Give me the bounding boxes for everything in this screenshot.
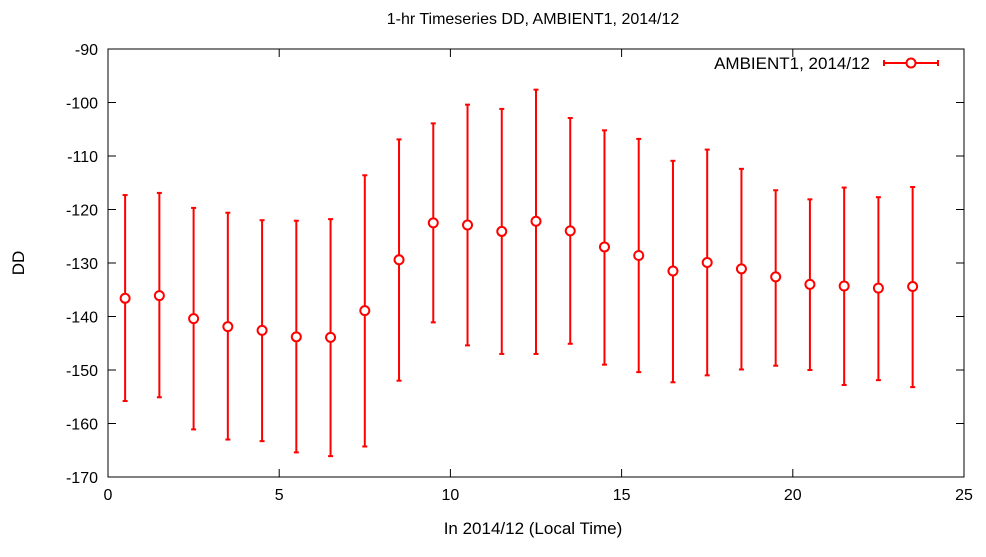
- data-point: [496, 225, 508, 237]
- y-tick-label: -120: [66, 203, 98, 220]
- y-tick-label: -90: [75, 42, 98, 59]
- chart-title: 1-hr Timeseries DD, AMBIENT1, 2014/12: [387, 11, 680, 28]
- y-tick-label: -160: [66, 417, 98, 434]
- data-point: [735, 263, 747, 275]
- y-tick-label: -110: [67, 149, 98, 166]
- data-point: [872, 282, 884, 294]
- data-point: [427, 217, 439, 229]
- data-point: [188, 313, 200, 325]
- data-point: [119, 292, 131, 304]
- x-tick-label: 5: [275, 487, 284, 504]
- series-layer: [119, 88, 919, 458]
- x-tick-label: 0: [104, 487, 113, 504]
- y-tick-label: -170: [66, 470, 98, 487]
- y-tick-label: -150: [66, 363, 98, 380]
- legend-label: AMBIENT1, 2014/12: [714, 54, 870, 73]
- x-tick-label: 25: [955, 487, 973, 504]
- data-point: [359, 305, 371, 317]
- y-tick-label: -140: [66, 310, 98, 327]
- data-point: [633, 250, 645, 262]
- y-axis-title: DD: [9, 251, 28, 276]
- data-point: [153, 290, 165, 302]
- data-point: [530, 215, 542, 227]
- data-point: [564, 225, 576, 237]
- data-point: [598, 241, 610, 253]
- data-point: [701, 256, 713, 268]
- y-tick-label: -130: [66, 256, 98, 273]
- data-point: [907, 281, 919, 293]
- data-point: [325, 331, 337, 343]
- y-tick-label: -100: [66, 96, 98, 113]
- x-tick-label: 15: [613, 487, 631, 504]
- data-point: [667, 265, 679, 277]
- data-point: [838, 280, 850, 292]
- legend-swatch: [883, 57, 939, 69]
- data-point: [393, 254, 405, 266]
- data-point: [222, 321, 234, 333]
- x-axis: 0 5 10 15 20 25: [104, 49, 973, 504]
- data-point: [290, 331, 302, 343]
- data-point: [256, 324, 268, 336]
- data-point: [804, 278, 816, 290]
- y-axis: -170 -160 -150 -140 -130 -120 -110 -100 -90: [66, 42, 964, 487]
- legend-marker: [905, 57, 917, 69]
- legend: AMBIENT1, 2014/12: [714, 54, 939, 73]
- x-axis-title: In 2014/12 (Local Time): [444, 519, 623, 538]
- data-point: [462, 219, 474, 231]
- x-tick-label: 20: [784, 487, 802, 504]
- data-point: [770, 271, 782, 283]
- x-tick-label: 10: [442, 487, 460, 504]
